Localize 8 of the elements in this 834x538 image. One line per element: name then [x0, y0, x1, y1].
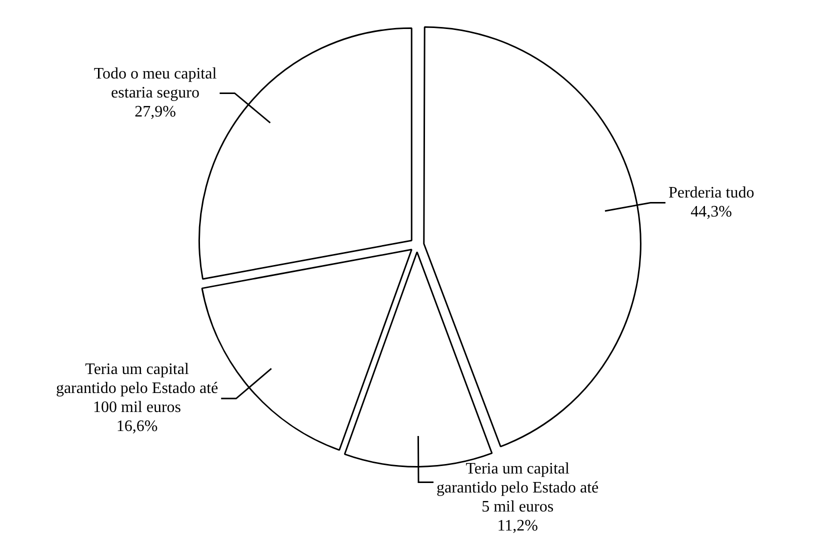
data-label: 44,3% — [690, 203, 732, 220]
data-label: 11,2% — [497, 518, 538, 535]
slice-label: Todo o meu capital estaria seguro — [94, 65, 218, 102]
data-label: 27,9% — [134, 103, 176, 120]
slice-label: Perderia tudo — [668, 184, 754, 202]
data-label: 16,6% — [116, 418, 158, 436]
slice-label: Teria um capital garantido pelo Estado até 100 mil euros — [56, 361, 218, 416]
slice-label: Teria um capital garantido pelo Estado até 5 mil euros — [436, 460, 599, 516]
